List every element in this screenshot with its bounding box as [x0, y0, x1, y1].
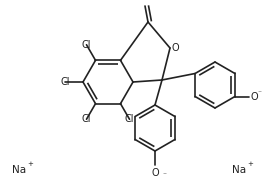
Text: O: O — [251, 91, 258, 102]
Text: Na: Na — [12, 165, 26, 175]
Text: ⁻: ⁻ — [162, 170, 166, 179]
Text: Cl: Cl — [60, 77, 70, 87]
Text: Cl: Cl — [82, 114, 91, 124]
Text: ⁻: ⁻ — [258, 88, 262, 97]
Text: +: + — [27, 161, 33, 167]
Text: Cl: Cl — [125, 114, 134, 124]
Text: O: O — [151, 168, 159, 178]
Text: +: + — [247, 161, 253, 167]
Text: O: O — [172, 43, 180, 53]
Text: Cl: Cl — [82, 40, 91, 50]
Text: Na: Na — [232, 165, 246, 175]
